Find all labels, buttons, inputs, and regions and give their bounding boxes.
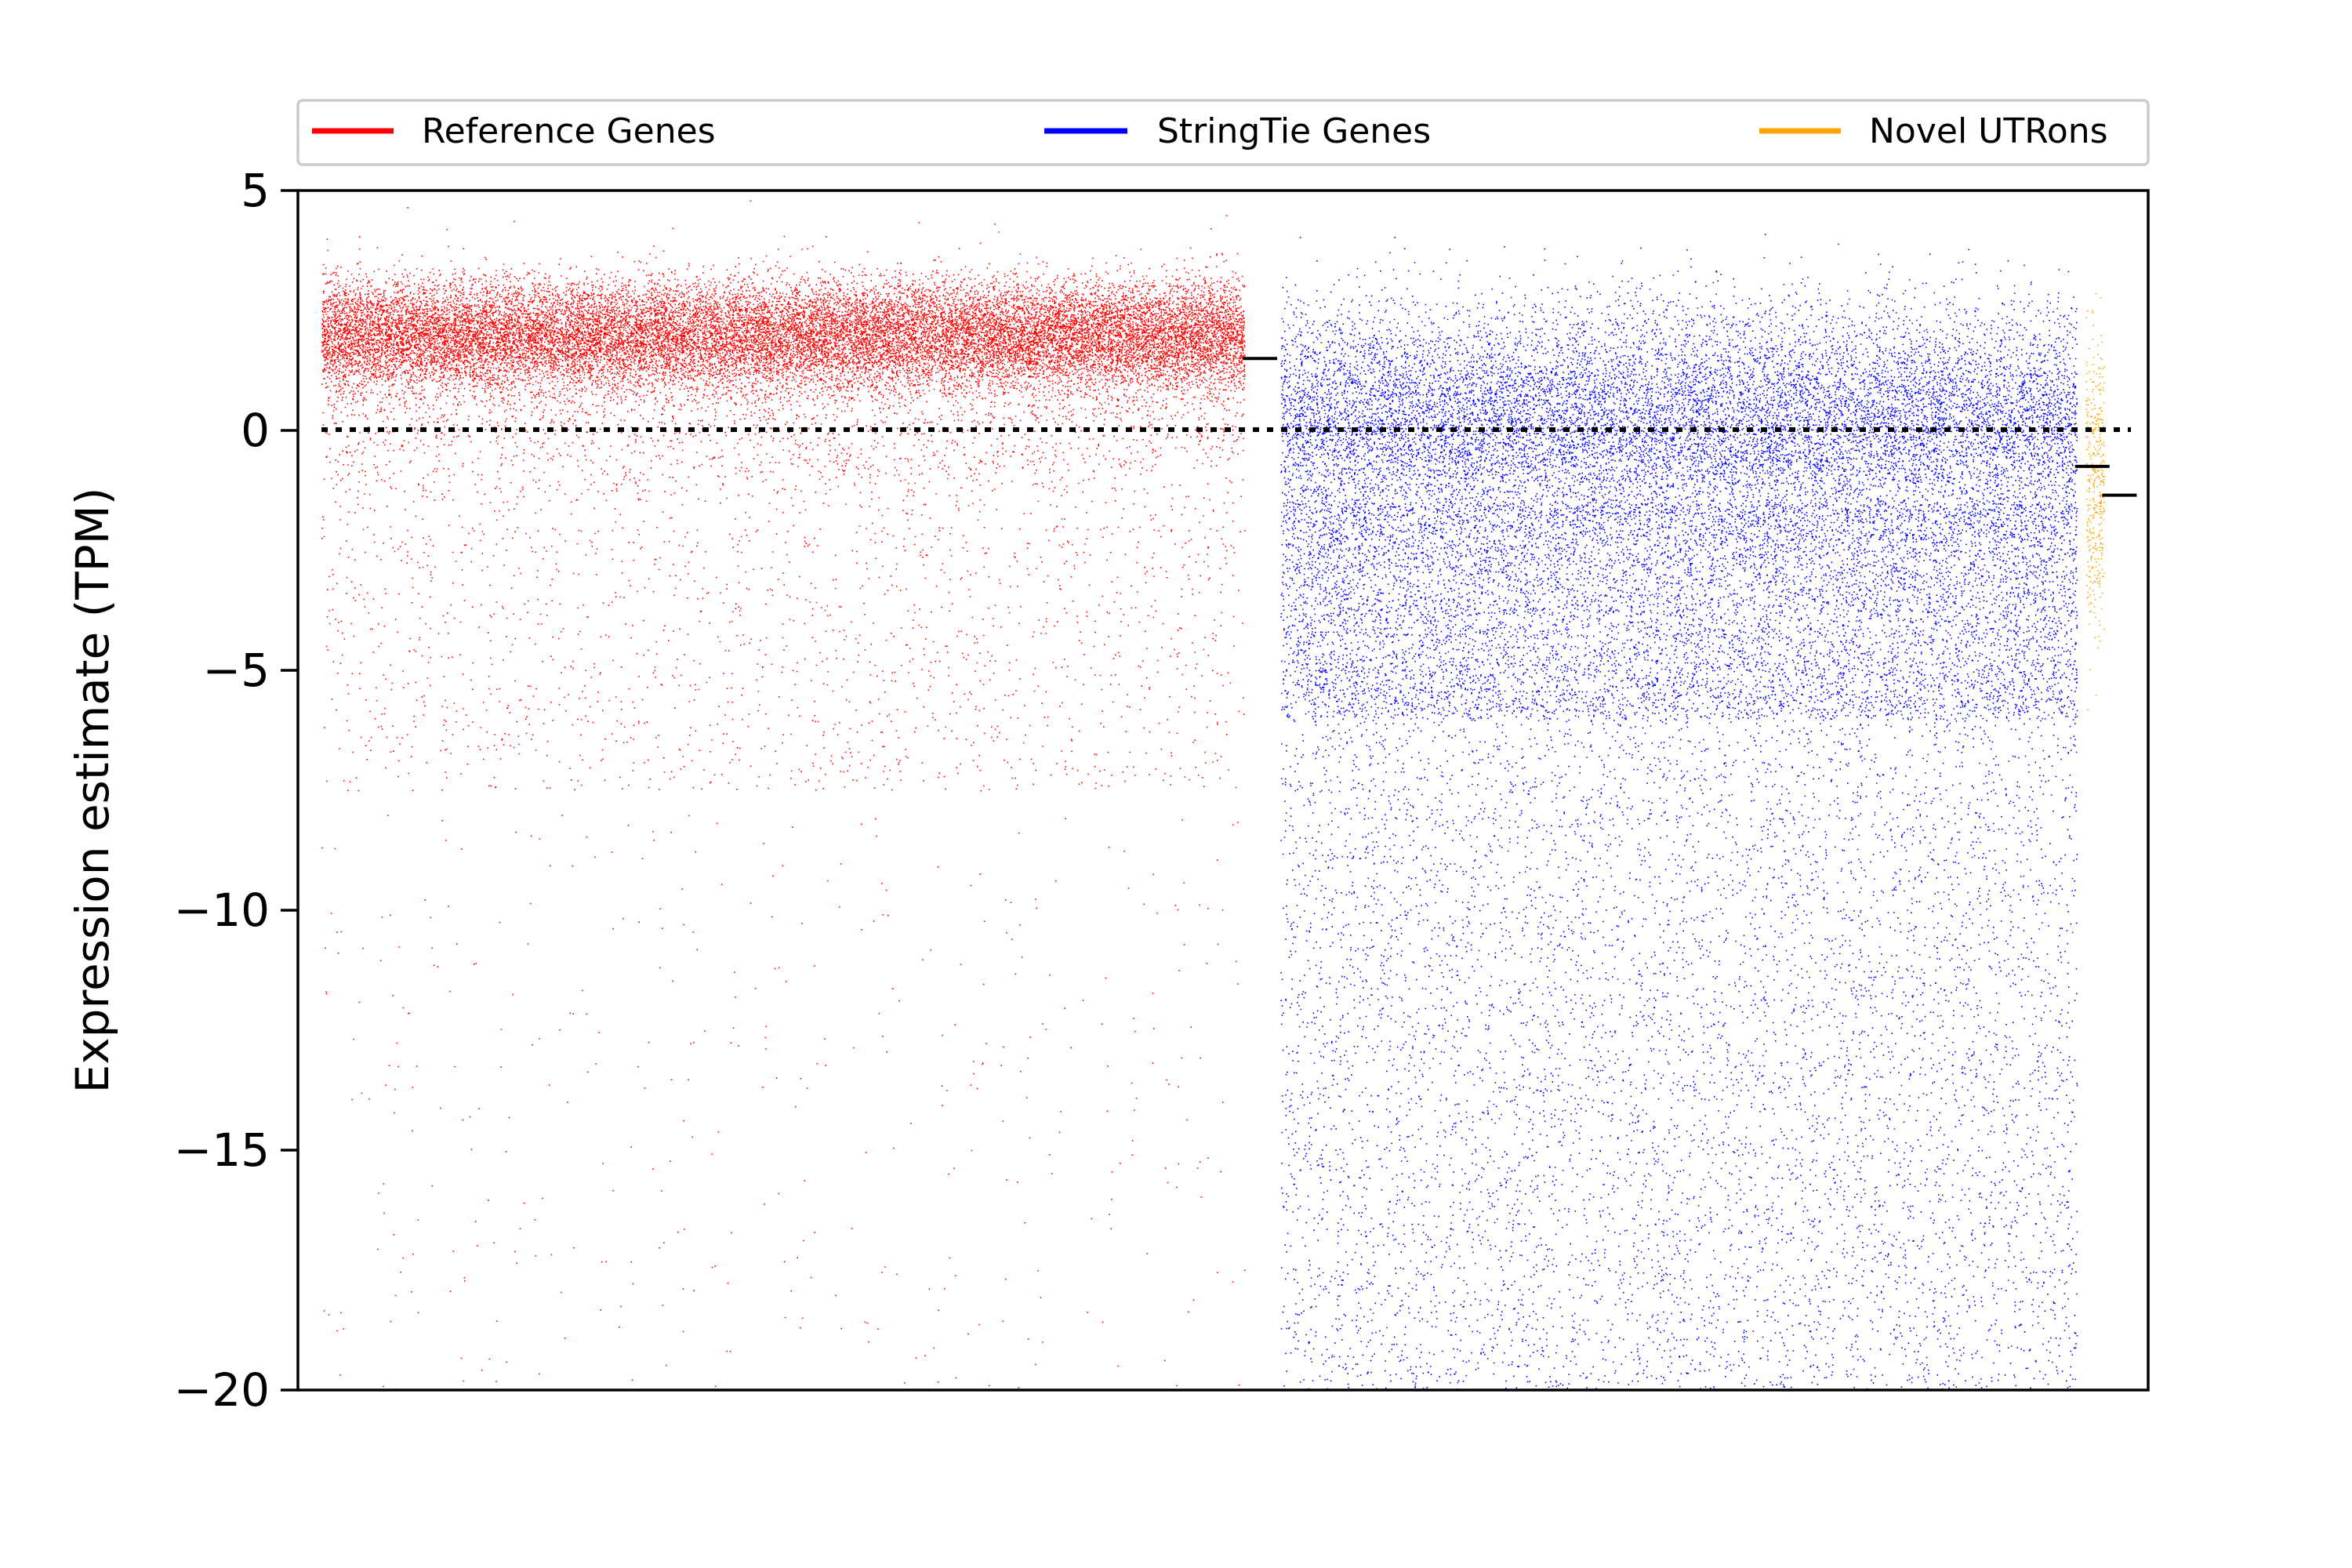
scatter-points [321, 200, 2105, 1391]
legend-item-novel-utrons: Novel UTRons [1759, 111, 2108, 151]
legend-label-novel-utrons: Novel UTRons [1869, 111, 2108, 151]
plot-area [296, 189, 2150, 1392]
y-axis-label: Expression estimate (TPM) [66, 488, 119, 1094]
y-tick-label: −15 [174, 1123, 270, 1177]
y-tick-label: 5 [241, 164, 270, 217]
median-markers [1243, 357, 2137, 497]
legend-label-reference-genes: Reference Genes [422, 111, 716, 151]
series-points-novel-utrons [2085, 292, 2105, 710]
legend-label-stringtie-genes: StringTie Genes [1157, 111, 1431, 151]
plot-frame [296, 189, 2150, 1392]
series-points-reference-genes [321, 200, 1246, 1390]
y-tick-label: −20 [174, 1363, 270, 1417]
legend-item-stringtie-genes: StringTie Genes [1044, 111, 1431, 151]
legend-item-reference-genes: Reference Genes [312, 111, 716, 151]
legend: Reference Genes StringTie Genes Novel UT… [296, 99, 2150, 166]
y-tick-label: −10 [174, 884, 270, 937]
y-tick-label: −5 [203, 644, 270, 697]
y-axis: 5 0 −5 −10 −15 −20 [174, 164, 298, 1417]
legend-frame [296, 99, 2150, 166]
y-tick-label: 0 [241, 404, 270, 457]
